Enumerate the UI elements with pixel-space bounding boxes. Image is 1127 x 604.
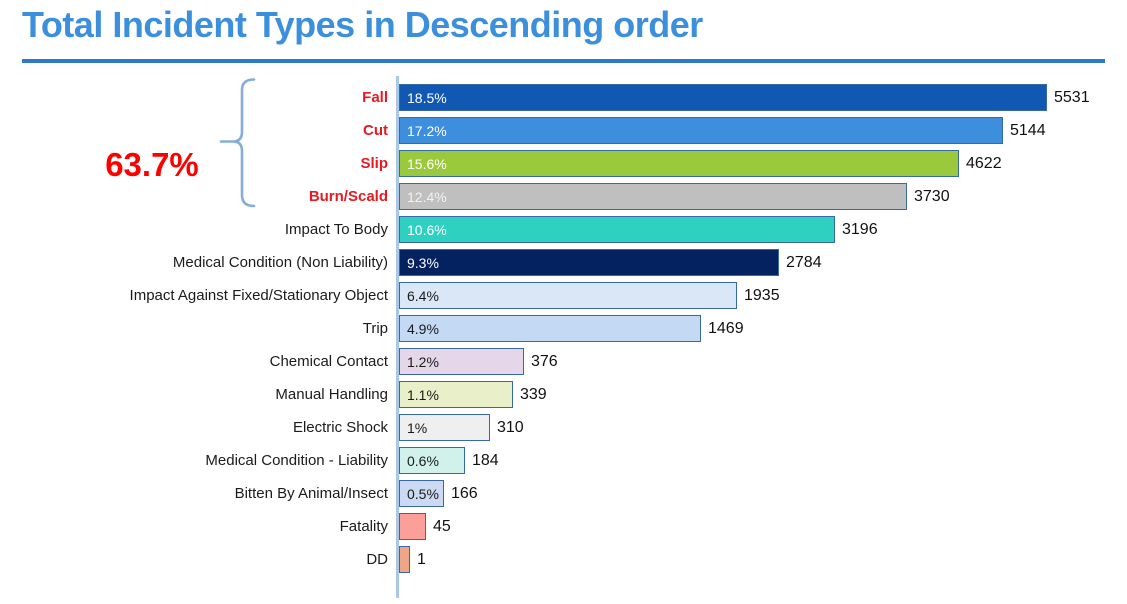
percent-label: 9.3% <box>407 254 439 271</box>
bar[interactable]: 1.1% <box>399 381 513 408</box>
percent-label: 15.6% <box>407 155 447 172</box>
bar-row: Medical Condition - Liability 0.6% 184 <box>0 444 1127 477</box>
bar[interactable] <box>399 513 426 540</box>
value-label: 3730 <box>914 187 950 205</box>
bar[interactable]: 4.9% <box>399 315 701 342</box>
bar[interactable]: 12.4% <box>399 183 907 210</box>
category-label: Cut <box>363 122 388 139</box>
value-label: 310 <box>497 418 524 436</box>
group-total-label: 63.7% <box>105 146 199 183</box>
value-label: 1935 <box>744 286 780 304</box>
page-title: Total Incident Types in Descending order <box>22 4 703 45</box>
bar-row: Burn/Scald 12.4% 3730 <box>0 180 1127 213</box>
value-label: 45 <box>433 517 451 535</box>
value-label: 376 <box>531 352 558 370</box>
category-label: Fall <box>362 89 388 106</box>
percent-label: 17.2% <box>407 122 447 139</box>
bar[interactable]: 18.5% <box>399 84 1047 111</box>
value-label: 5531 <box>1054 88 1090 106</box>
bar-row: Bitten By Animal/Insect 0.5% 166 <box>0 477 1127 510</box>
value-label: 184 <box>472 451 499 469</box>
value-label: 3196 <box>842 220 878 238</box>
category-label: Fatality <box>339 518 388 535</box>
value-label: 1 <box>417 550 426 568</box>
bar-row: Cut 17.2% 5144 <box>0 114 1127 147</box>
bar[interactable]: 1% <box>399 414 490 441</box>
value-label: 166 <box>451 484 478 502</box>
bar-row: Chemical Contact 1.2% 376 <box>0 345 1127 378</box>
bar-row: Impact Against Fixed/Stationary Object 6… <box>0 279 1127 312</box>
category-label: Burn/Scald <box>308 188 388 205</box>
category-label: Impact To Body <box>284 221 388 238</box>
value-label: 1469 <box>708 319 744 337</box>
bar-row: DD 1 <box>0 543 1127 576</box>
bar[interactable]: 0.5% <box>399 480 444 507</box>
bar[interactable] <box>399 546 410 573</box>
bar-row: Fall 18.5% 5531 <box>0 81 1127 114</box>
value-label: 4622 <box>966 154 1002 172</box>
bar-row: Impact To Body 10.6% 3196 <box>0 213 1127 246</box>
percent-label: 0.5% <box>407 485 439 502</box>
percent-label: 18.5% <box>407 89 447 106</box>
value-label: 2784 <box>786 253 822 271</box>
bar-row: Manual Handling 1.1% 339 <box>0 378 1127 411</box>
bar-row: Medical Condition (Non Liability) 9.3% 2… <box>0 246 1127 279</box>
title-underline <box>22 59 1105 63</box>
category-label: Slip <box>360 155 388 172</box>
category-label: Manual Handling <box>275 386 388 403</box>
percent-label: 6.4% <box>407 287 439 304</box>
bar-row: Electric Shock 1% 310 <box>0 411 1127 444</box>
category-label: Trip <box>362 320 388 337</box>
bar[interactable]: 10.6% <box>399 216 835 243</box>
percent-label: 0.6% <box>407 452 439 469</box>
bar-row: Fatality 45 <box>0 510 1127 543</box>
bar-rows: Fall 18.5% 5531 Cut 17.2% 5144 Slip 15.6… <box>0 81 1127 576</box>
percent-label: 1.2% <box>407 353 439 370</box>
category-label: Impact Against Fixed/Stationary Object <box>129 287 388 304</box>
curly-brace-icon <box>219 78 256 208</box>
percent-label: 1% <box>407 419 428 436</box>
bar[interactable]: 9.3% <box>399 249 779 276</box>
category-label: Medical Condition - Liability <box>205 452 388 469</box>
category-axis-line <box>396 76 399 598</box>
bar[interactable]: 6.4% <box>399 282 737 309</box>
bar-row: Trip 4.9% 1469 <box>0 312 1127 345</box>
category-label: Medical Condition (Non Liability) <box>172 254 388 271</box>
bar[interactable]: 1.2% <box>399 348 524 375</box>
category-label: Chemical Contact <box>269 353 388 370</box>
category-label: Bitten By Animal/Insect <box>234 485 388 502</box>
bar[interactable]: 15.6% <box>399 150 959 177</box>
bar[interactable]: 17.2% <box>399 117 1003 144</box>
percent-label: 1.1% <box>407 386 439 403</box>
percent-label: 10.6% <box>407 221 447 238</box>
percent-label: 12.4% <box>407 188 447 205</box>
category-label: DD <box>366 551 388 568</box>
bar-row: Slip 15.6% 4622 <box>0 147 1127 180</box>
value-label: 339 <box>520 385 547 403</box>
percent-label: 4.9% <box>407 320 439 337</box>
category-label: Electric Shock <box>292 419 388 436</box>
value-label: 5144 <box>1010 121 1046 139</box>
bar[interactable]: 0.6% <box>399 447 465 474</box>
